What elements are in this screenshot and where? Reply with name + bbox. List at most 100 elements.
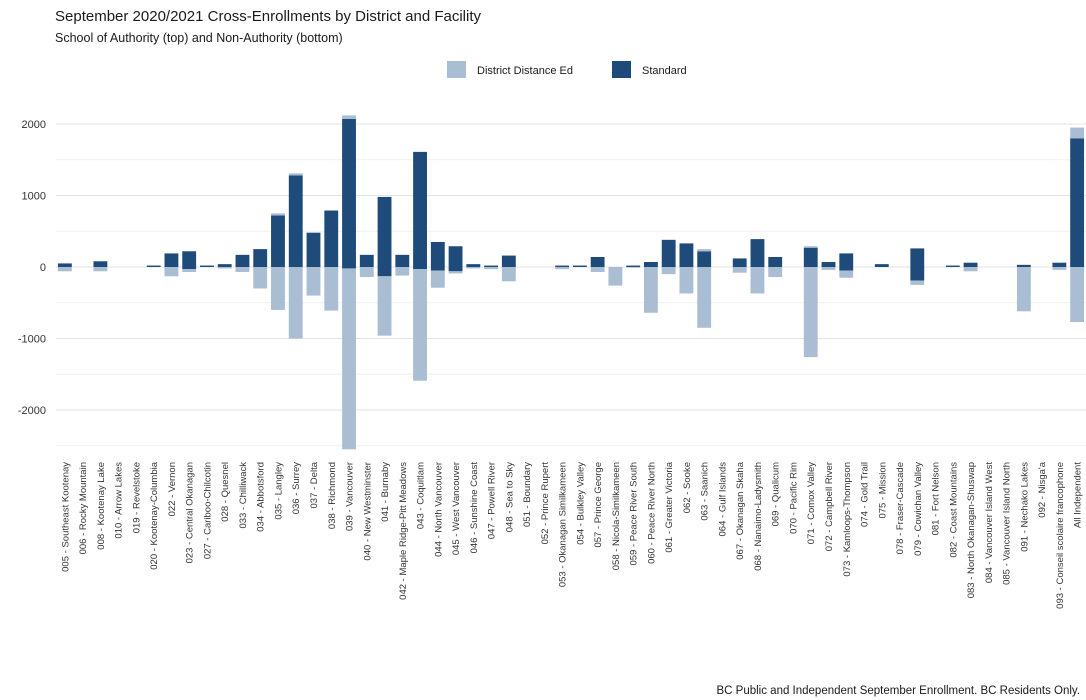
bar-distance-ed-bottom-035-langley	[271, 267, 285, 310]
bar-distance-ed-bottom-039-vancouver	[342, 268, 356, 450]
bar-standard-top-040-new-westminster	[359, 254, 374, 267]
x-tick-label-067-okanagan-skaha: 067 - Okanagan Skaha	[735, 461, 746, 559]
y-tick-label: -2000	[18, 405, 46, 417]
x-tick-label-071-comox-valley: 071 - Comox Valley	[806, 462, 817, 544]
bar-distance-ed-bottom-053-okanagan-similkameen	[555, 267, 570, 270]
bar-standard-top-048-sea-to-sky	[501, 255, 516, 267]
bar-distance-ed-bottom-062-sooke	[679, 267, 694, 294]
bar-distance-ed-bottom-033-chilliwack	[235, 267, 250, 273]
bar-distance-ed-bottom-034-abbotsford	[253, 267, 268, 289]
bar-standard-top-091-nechako-lakes	[1016, 264, 1031, 267]
bar-standard-top-068-nanaimo-ladysmith	[750, 239, 765, 267]
x-tick-label-042-maple-ridge-pitt-meadows: 042 - Maple Ridge-Pitt Meadows	[398, 462, 409, 600]
x-tick-label-048-sea-to-sky: 048 - Sea to Sky	[504, 462, 515, 532]
bar-standard-top-005-southeast-kootenay	[57, 263, 72, 267]
x-tick-label-038-richmond: 038 - Richmond	[327, 462, 338, 529]
chart-title: September 2020/2021 Cross-Enrollments by…	[55, 8, 482, 25]
bar-standard-top-043-coquitlam	[413, 151, 427, 267]
x-tick-label-045-west-vancouver: 045 - West Vancouver	[451, 462, 462, 555]
x-tick-label-028-quesnel: 028 - Quesnel	[220, 462, 231, 522]
bar-standard-top-008-kootenay-lake	[93, 261, 108, 267]
legend-swatch-district-distance-ed	[447, 61, 466, 78]
bar-standard-top-045-west-vancouver	[448, 246, 463, 267]
bar-standard-top-023-central-okanagan	[182, 251, 197, 267]
bar-distance-ed-bottom-040-new-westminster	[359, 267, 374, 278]
x-tick-label-036-surrey: 036 - Surrey	[291, 462, 302, 515]
x-tick-label-044-north-vancouver: 044 - North Vancouver	[433, 462, 444, 557]
bar-standard-bottom-041-burnaby	[377, 267, 392, 277]
bar-distance-ed-bottom-036-surrey	[288, 267, 303, 339]
bar-standard-top-036-surrey	[288, 175, 303, 267]
bar-distance-ed-bottom-042-maple-ridge-pitt-meadows	[395, 267, 410, 276]
bar-distance-ed-bottom-028-quesnel	[217, 267, 232, 269]
bar-distance-ed-bottom-038-richmond	[324, 267, 339, 311]
x-tick-label-078-fraser-cascade: 078 - Fraser-Cascade	[895, 462, 906, 554]
x-tick-label-037-delta: 037 - Delta	[309, 461, 320, 508]
bar-standard-top-027-cariboo-chilcotin	[200, 265, 214, 267]
x-tick-label-081-fort-nelson: 081 - Fort Nelson	[931, 462, 942, 535]
bar-standard-top-062-sooke	[679, 243, 694, 267]
x-tick-label-034-abbotsford: 034 - Abbotsford	[256, 462, 267, 532]
bar-distance-ed-bottom-058-nicola-similkameen	[608, 267, 623, 286]
x-tick-label-043-coquitlam: 043 - Coquitlam	[416, 462, 427, 529]
bar-standard-top-039-vancouver	[342, 118, 356, 268]
bar-standard-top-034-abbotsford	[253, 249, 268, 267]
bar-standard-top-071-comox-valley	[803, 247, 818, 267]
x-tick-label-054-bulkley-valley: 054 - Bulkley Valley	[575, 462, 586, 545]
bar-distance-ed-bottom-059-peace-river-south	[626, 267, 641, 268]
x-tick-label-063-saanich: 063 - Saanich	[700, 462, 711, 521]
bar-standard-top-046-sunshine-coast	[466, 264, 481, 267]
bar-standard-top-060-peace-river-north	[643, 261, 658, 267]
bar-distance-ed-bottom-063-saanich	[697, 267, 712, 328]
bars	[57, 115, 1085, 450]
x-tick-label-074-gold-trail: 074 - Gold Trail	[860, 462, 871, 527]
x-tick-label-073-kamloops-thompson: 073 - Kamloops-Thompson	[842, 462, 853, 577]
bar-distance-ed-bottom-048-sea-to-sky	[501, 267, 516, 282]
bar-standard-top-033-chilliwack	[235, 254, 250, 267]
bar-standard-top-037-delta	[306, 232, 321, 267]
bar-standard-bottom-073-kamloops-thompson	[839, 267, 854, 271]
x-tick-label-083-north-okanagan-shuswap: 083 - North Okanagan-Shuswap	[966, 462, 977, 598]
x-tick-label-046-sunshine-coast: 046 - Sunshine Coast	[469, 462, 480, 554]
x-tick-label-082-coast-mountains: 082 - Coast Mountains	[948, 462, 959, 558]
bar-distance-ed-bottom-091-nechako-lakes	[1016, 267, 1031, 312]
x-tick-label-008-kootenay-lake: 008 - Kootenay Lake	[96, 462, 107, 550]
bar-distance-ed-bottom-044-north-vancouver	[430, 270, 445, 288]
bar-standard-top-020-kootenay-columbia	[146, 265, 161, 267]
bar-standard-top-082-coast-mountains	[945, 265, 960, 267]
chart-subtitle: School of Authority (top) and Non-Author…	[55, 31, 343, 45]
bar-distance-ed-bottom-045-west-vancouver	[448, 271, 463, 274]
x-tick-label-058-nicola-similkameen: 058 - Nicola-Similkameen	[611, 462, 622, 570]
x-tick-label-010-arrow-lakes: 010 - Arrow Lakes	[114, 462, 125, 539]
bar-standard-bottom-043-coquitlam	[413, 267, 427, 270]
bar-standard-top-075-mission	[874, 264, 889, 267]
bar-standard-top-044-north-vancouver	[430, 241, 445, 267]
y-tick-label: 2000	[22, 119, 46, 131]
bar-standard-top-047-powell-river	[484, 265, 499, 267]
bar-distance-ed-bottom-all-independent	[1070, 267, 1085, 323]
bar-standard-top-all-independent	[1070, 138, 1085, 267]
bar-standard-bottom-079-cowichan-valley	[910, 267, 925, 281]
bar-distance-ed-bottom-093-conseil-scolaire-francophone	[1052, 267, 1067, 270]
x-tick-label-053-okanagan-similkameen: 053 - Okanagan Similkameen	[558, 462, 569, 587]
y-tick-label: -1000	[18, 334, 46, 346]
y-tick-label: 1000	[22, 191, 46, 203]
x-tick-label-060-peace-river-north: 060 - Peace River North	[646, 462, 657, 564]
x-tick-label-027-cariboo-chilcotin: 027 - Cariboo-Chilcotin	[202, 462, 213, 559]
bar-standard-top-028-quesnel	[217, 264, 232, 267]
bar-distance-ed-bottom-023-central-okanagan	[182, 269, 197, 273]
bar-distance-ed-top-039-vancouver	[342, 115, 356, 119]
bar-distance-ed-top-071-comox-valley	[803, 246, 818, 248]
bar-standard-top-061-greater-victoria	[661, 239, 676, 267]
legend-label-district-distance-ed: District Distance Ed	[477, 65, 573, 77]
x-tick-label-035-langley: 035 - Langley	[273, 462, 284, 520]
bar-standard-top-083-north-okanagan-shuswap	[963, 262, 978, 267]
bar-distance-ed-top-036-surrey	[288, 173, 303, 176]
legend-label-standard: Standard	[642, 65, 687, 77]
bar-standard-bottom-045-west-vancouver	[448, 267, 463, 272]
bar-distance-ed-bottom-060-peace-river-north	[643, 267, 658, 313]
x-tick-label-019-revelstoke: 019 - Revelstoke	[131, 462, 142, 533]
bar-standard-top-038-richmond	[324, 210, 339, 267]
bar-standard-top-063-saanich	[697, 251, 712, 267]
x-tick-label-085-vancouver-island-north: 085 - Vancouver Island North	[1002, 462, 1013, 585]
